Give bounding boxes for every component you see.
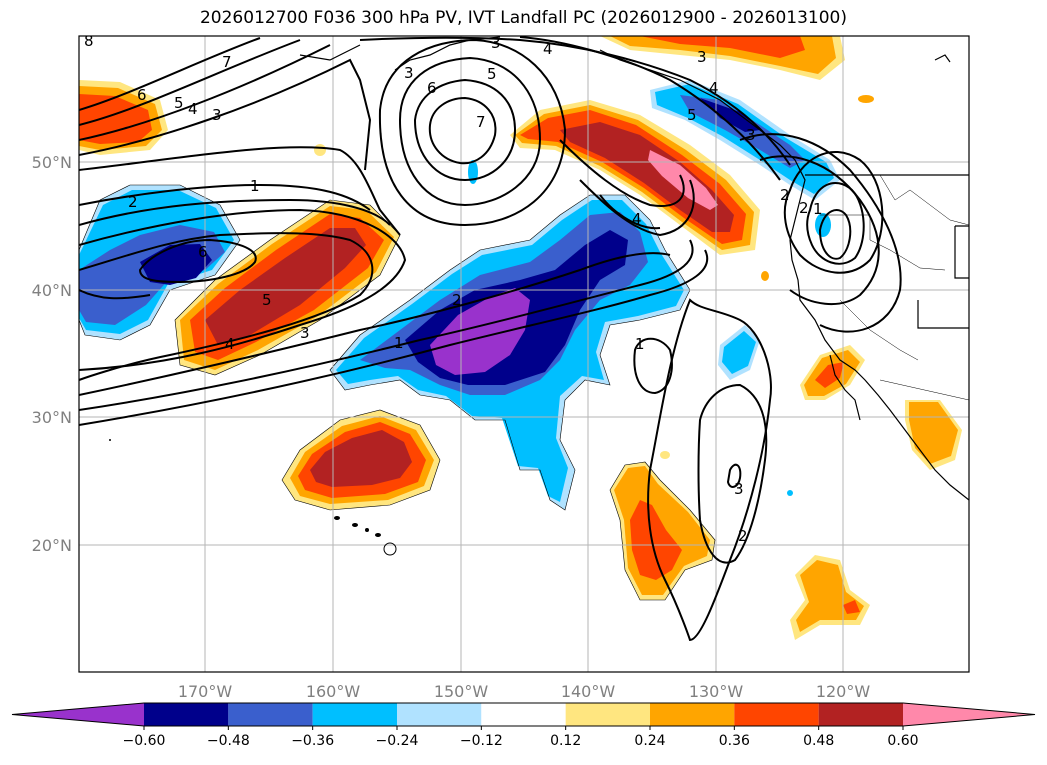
pv-contour-label: 1	[813, 200, 823, 218]
colorbar-segment	[397, 703, 482, 726]
shading-outlines	[79, 184, 716, 601]
pv-contour-label: 3	[697, 48, 707, 66]
pv-contour-label: 1	[250, 177, 260, 195]
colorbar-segment	[565, 703, 650, 726]
lat-label: 40°N	[32, 281, 72, 300]
gridlines	[79, 36, 969, 672]
colorbar-tick-label: −0.60	[123, 733, 166, 749]
hawaii-islands	[109, 439, 397, 556]
colorbar-segment	[481, 703, 566, 726]
pv-contour-label: 6	[198, 243, 208, 261]
colorbar-segment	[228, 703, 313, 726]
lon-label: 130°W	[689, 682, 744, 701]
pv-contour-labels: 8 7 6 5 4 3 2 1 3 4 5 6 7 3 3 4 5 6 5 4 …	[84, 32, 823, 545]
map-panel: 8 7 6 5 4 3 2 1 3 4 5 6 7 3 3 4 5 6 5 4 …	[79, 32, 969, 672]
colorbar-tick-label: −0.12	[460, 733, 503, 749]
pv-contours	[79, 36, 902, 642]
pv-contour-label: 5	[262, 291, 272, 309]
pv-contour-label: 6	[137, 86, 147, 104]
lon-label: 160°W	[306, 682, 361, 701]
colorbar-tick-label: −0.24	[376, 733, 419, 749]
pv-contour-label: 8	[84, 32, 94, 50]
pv-contour-label: 7	[222, 53, 232, 71]
colorbar-segment	[818, 703, 903, 726]
pv-contour-label: 2	[799, 199, 809, 217]
pv-contour-label: 4	[188, 100, 198, 118]
lon-label: 140°W	[561, 682, 616, 701]
pv-contour-label: 3	[491, 34, 501, 52]
pv-contour-label: 2	[738, 527, 748, 545]
pv-contour-label: 3	[212, 106, 222, 124]
borders	[820, 174, 969, 401]
colorbar-segment	[144, 703, 229, 726]
pv-contour-label: 6	[427, 79, 437, 97]
colorbar-tick-label: 0.36	[719, 733, 750, 749]
colorbar-tick-label: 0.60	[887, 733, 918, 749]
lat-label: 30°N	[32, 408, 72, 427]
pv-contour-label: 4	[225, 335, 235, 353]
longitude-labels: 170°W 160°W 150°W 140°W 130°W 120°W	[178, 682, 871, 701]
lon-label: 150°W	[434, 682, 489, 701]
colorbar-tick-label: 0.12	[550, 733, 581, 749]
colorbar-tick-label: −0.48	[207, 733, 250, 749]
map-title: 2026012700 F036 300 hPa PV, IVT Landfall…	[199, 8, 847, 28]
lat-label: 50°N	[32, 153, 72, 172]
map-frame	[78, 35, 970, 673]
colorbar-segment	[734, 703, 819, 726]
colorbar: −0.60 −0.48 −0.36 −0.24 −0.12 0.12 0.24 0.36 0.4…	[11, 702, 1036, 749]
pv-contour-label: 2	[780, 186, 790, 204]
pv-contour-label: 4	[709, 79, 719, 97]
pv-contour-label: 2	[452, 291, 462, 309]
pv-contour-label: 5	[174, 94, 184, 112]
pv-contour-label: 7	[476, 113, 486, 131]
lon-label: 120°W	[816, 682, 871, 701]
pv-contour-label: 3	[300, 324, 310, 342]
pv-contour-label: 1	[394, 334, 404, 352]
colorbar-segment	[650, 703, 735, 726]
colorbar-tick-label: 0.48	[803, 733, 834, 749]
pv-contour-label: 3	[404, 64, 414, 82]
latitude-labels: 50°N 40°N 30°N 20°N	[32, 153, 72, 555]
colorbar-segment	[312, 703, 397, 726]
pv-contour-label: 4	[632, 210, 642, 228]
pv-contour-label: 3	[746, 126, 756, 144]
lat-label: 20°N	[32, 536, 72, 555]
pv-contour-label: 2	[128, 193, 138, 211]
colorbar-min-arrow	[12, 703, 144, 726]
pv-contour-label: 1	[635, 335, 645, 353]
pv-contour-label: 5	[687, 106, 697, 124]
colorbar-tick-label: −0.36	[291, 733, 334, 749]
positive-anomaly-shading	[79, 36, 962, 640]
negative-anomaly-shading	[79, 80, 840, 510]
lon-label: 170°W	[178, 682, 233, 701]
pv-contour-label: 5	[487, 65, 497, 83]
pv-contour-label: 4	[543, 40, 553, 58]
colorbar-tick-label: 0.24	[634, 733, 665, 749]
pv-contour-label: 3	[734, 480, 744, 498]
colorbar-max-arrow	[903, 703, 1035, 726]
